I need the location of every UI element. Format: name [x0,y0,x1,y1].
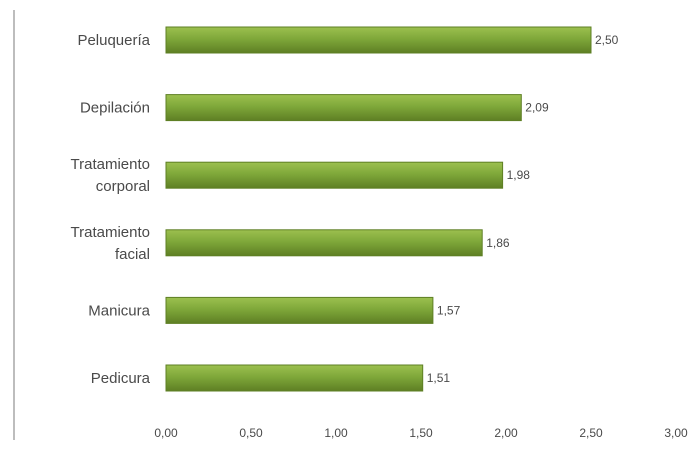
x-tick-label: 0,00 [154,426,178,440]
x-tick-label: 1,50 [409,426,433,440]
data-label-tratamiento-corporal: 1,98 [507,168,531,182]
bar-pedicura [165,364,424,392]
category-label-tratamiento-corporal: Tratamiento corporal [71,156,150,195]
data-label-manicura: 1,57 [437,303,461,317]
data-label-pedicura: 1,51 [427,371,451,385]
category-label-peluqueria: Peluquería [77,32,150,49]
bar-tratamiento-facial [165,229,483,257]
category-labels: Peluquería Depilación Tratamiento corporal T… [71,32,151,387]
category-label-manicura: Manicura [88,302,150,319]
bars-layer [165,26,592,392]
bar-depilacion [165,94,522,122]
category-label-pedicura: Pedicura [91,370,151,387]
bar-tratamiento-corporal [165,161,504,189]
x-tick-label: 2,50 [579,426,603,440]
bar-manicura [165,296,434,324]
x-tick-label: 0,50 [239,426,263,440]
bar-peluqueria [165,26,592,54]
data-labels: 2,50 2,09 1,98 1,86 1,57 1,51 [427,33,619,385]
data-label-tratamiento-facial: 1,86 [486,236,510,250]
category-label-depilacion: Depilación [80,100,150,117]
x-tick-label: 1,00 [324,426,348,440]
category-label-tratamiento-facial: Tratamiento facial [71,224,150,263]
data-label-peluqueria: 2,50 [595,33,619,47]
data-label-depilacion: 2,09 [525,101,549,115]
x-tick-label: 2,00 [494,426,518,440]
x-axis-ticks: 0,00 0,50 1,00 1,50 2,00 2,50 3,00 [154,426,688,440]
x-tick-label: 3,00 [664,426,688,440]
